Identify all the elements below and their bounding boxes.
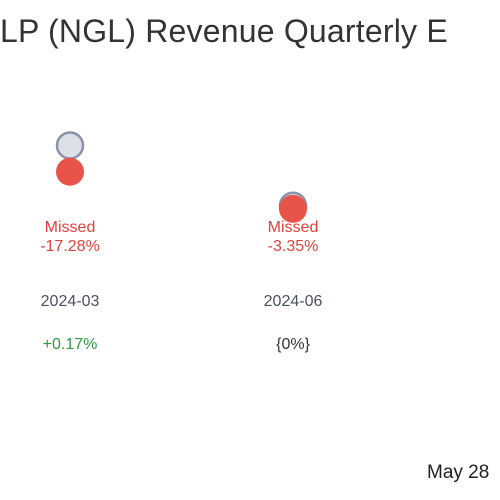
date-footer: May 28: [427, 462, 490, 483]
chart-title: LP (NGL) Revenue Quarterly E: [0, 13, 448, 49]
period-label: 2024-03: [41, 293, 100, 310]
surprise-label: -3.35%: [268, 238, 319, 255]
estimate-point: [55, 131, 85, 160]
change-label: {0%}: [276, 336, 310, 353]
change-label: +0.17%: [43, 336, 98, 353]
result-label: Missed: [45, 219, 96, 236]
result-label: Missed: [268, 219, 319, 236]
actual-point: [279, 194, 307, 223]
surprise-label: -17.28%: [40, 238, 100, 255]
actual-point: [56, 157, 84, 186]
period-label: 2024-06: [264, 293, 323, 310]
